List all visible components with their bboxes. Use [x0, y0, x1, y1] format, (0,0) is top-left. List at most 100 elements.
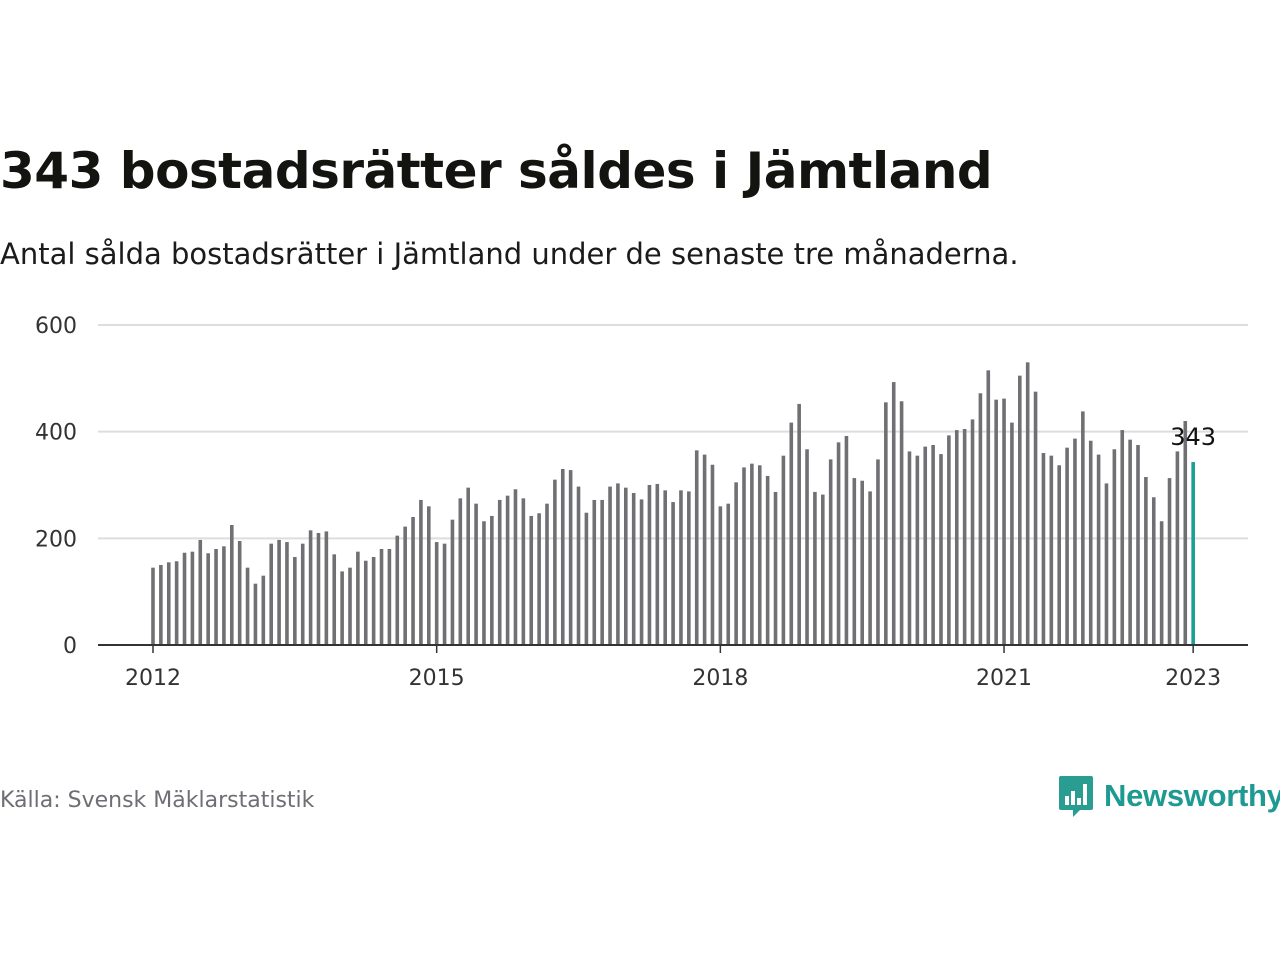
bar [458, 498, 463, 645]
bar [505, 495, 510, 645]
bar [387, 549, 392, 645]
bar [490, 515, 494, 645]
bar [300, 543, 305, 645]
bar [694, 450, 699, 645]
chart-title: 343 bostadsrätter såldes i Jämtland [0, 142, 993, 200]
bar [269, 543, 273, 645]
bar [734, 482, 738, 645]
bar [970, 419, 975, 645]
y-tick-label: 0 [63, 634, 77, 659]
bar [954, 430, 959, 645]
bar [805, 449, 809, 645]
chart-subtitle: Antal sålda bostadsrätter i Jämtland und… [0, 237, 1019, 271]
bar [1057, 465, 1061, 645]
bar [931, 445, 935, 645]
bar [1151, 497, 1156, 645]
bar [1096, 454, 1101, 645]
bar [773, 491, 778, 645]
bar [1041, 453, 1046, 645]
newsworthy-logo[interactable]: Newsworthy [1058, 774, 1280, 818]
bar [1033, 391, 1038, 645]
bar [553, 479, 557, 645]
bar [214, 549, 218, 645]
bar [332, 554, 337, 645]
bar [348, 567, 352, 645]
bar [1018, 375, 1022, 645]
bar [434, 542, 439, 645]
bar [545, 503, 549, 645]
bar [860, 480, 864, 645]
bar [962, 429, 967, 645]
bar [1112, 449, 1117, 645]
bar [151, 567, 155, 645]
bar [710, 464, 715, 645]
bar [742, 467, 746, 645]
bar [939, 454, 943, 645]
bar [206, 553, 210, 645]
bar [237, 541, 242, 645]
bar [1128, 439, 1132, 645]
bar [340, 571, 344, 645]
bar [1159, 521, 1164, 645]
bar [450, 519, 455, 645]
bar [395, 535, 400, 645]
bar [655, 483, 660, 645]
x-tick-label: 2021 [976, 666, 1032, 691]
value-annotation: 343 [1170, 423, 1216, 451]
bar [230, 525, 234, 645]
bar [529, 515, 534, 645]
bar [600, 499, 604, 645]
bar-chart: 0 200 400 600 2012 2015 2018 2021 2023 343 [35, 314, 1248, 691]
bar [1175, 451, 1180, 645]
y-tick-label: 400 [35, 421, 77, 446]
bar [466, 487, 470, 645]
bar [261, 575, 266, 645]
bar [174, 561, 179, 645]
x-tick-label: 2018 [692, 666, 748, 691]
bar [521, 498, 526, 645]
bar [789, 422, 794, 645]
bar [324, 531, 329, 645]
bar [907, 451, 912, 645]
bar [994, 399, 998, 645]
bar [679, 490, 683, 645]
bar [285, 542, 289, 645]
bar [631, 493, 636, 645]
bar [419, 499, 423, 645]
bar [1025, 362, 1030, 645]
bar [923, 446, 928, 645]
bar [474, 503, 478, 645]
bar [663, 490, 667, 645]
axes [98, 644, 1248, 653]
bar [166, 562, 171, 645]
bar [497, 499, 502, 645]
bar [1136, 445, 1140, 645]
bar [316, 533, 321, 645]
bar [986, 370, 991, 645]
bar [245, 567, 250, 645]
bar [852, 478, 857, 645]
bar [1104, 483, 1109, 645]
bar [608, 486, 612, 645]
bar [293, 557, 297, 645]
bar [1167, 478, 1172, 645]
bar [624, 487, 628, 645]
bar [947, 435, 951, 645]
bar [253, 583, 258, 645]
bar [891, 382, 896, 645]
bar [671, 502, 675, 645]
bar [584, 512, 589, 645]
bar [702, 454, 707, 645]
bar [726, 503, 731, 645]
bar [442, 543, 447, 645]
bar [757, 465, 762, 645]
x-tick-label: 2015 [409, 666, 465, 691]
bar [639, 499, 644, 645]
bar-highlight [1191, 462, 1195, 645]
bar [978, 393, 983, 645]
labels: 0 200 400 600 2012 2015 2018 2021 2023 343 [35, 314, 1221, 691]
y-tick-label: 200 [35, 527, 77, 552]
bar [308, 530, 313, 645]
bar [899, 401, 904, 645]
source-note: Källa: Svensk Mäklarstatistik [0, 788, 315, 813]
